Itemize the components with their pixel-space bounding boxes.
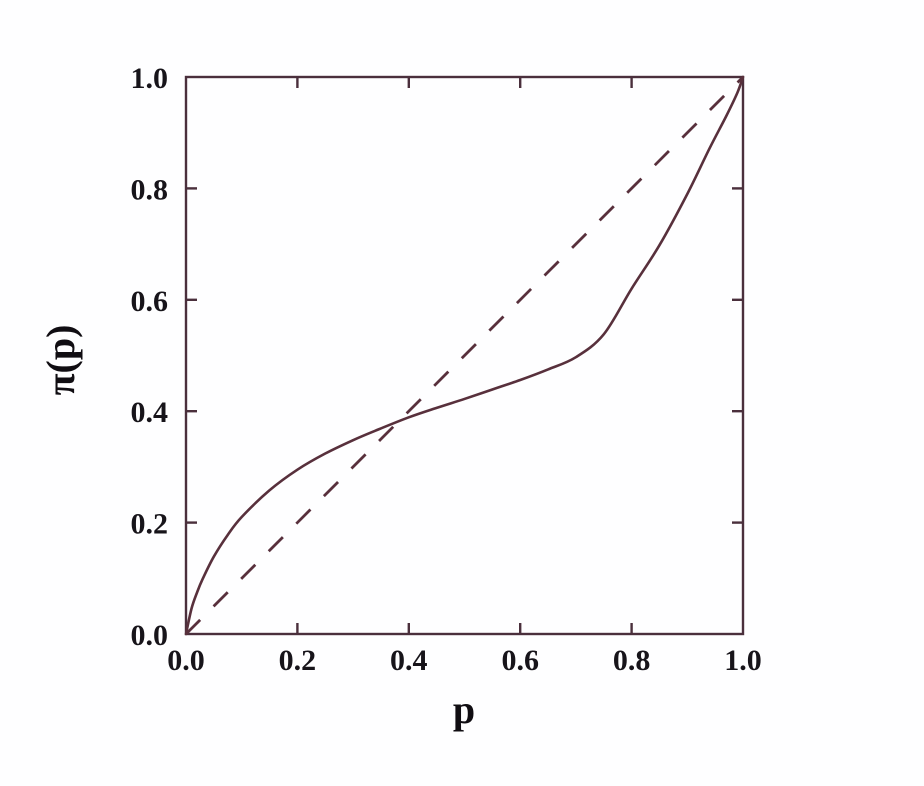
y-axis-title: π(p) xyxy=(38,325,83,396)
y-tick-label: 0.6 xyxy=(131,285,169,318)
y-tick-label: 1.0 xyxy=(131,62,169,95)
x-axis-ticks xyxy=(296,77,633,634)
x-tick-label: 1.0 xyxy=(724,644,762,677)
y-tick-label: 0.4 xyxy=(131,396,169,429)
x-tick-label: 0.6 xyxy=(501,644,539,677)
x-tick-label: 0.0 xyxy=(167,644,205,677)
y-tick-label: 0.2 xyxy=(131,508,169,541)
x-axis-tick-labels: 0.0 0.2 0.4 0.6 0.8 1.0 xyxy=(167,644,762,677)
y-axis-tick-labels: 0.0 0.2 0.4 0.6 0.8 1.0 xyxy=(131,62,169,652)
identity-diagonal-line xyxy=(185,76,744,635)
y-tick-label: 0.0 xyxy=(131,619,169,652)
y-tick-label: 0.8 xyxy=(131,173,169,206)
x-tick-label: 0.4 xyxy=(390,644,428,677)
x-axis-title: p xyxy=(453,687,475,732)
y-axis-ticks xyxy=(186,187,743,524)
x-tick-label: 0.2 xyxy=(279,644,317,677)
probability-weighting-curve xyxy=(184,75,745,636)
x-tick-label: 0.8 xyxy=(613,644,651,677)
plot-frame xyxy=(184,75,745,636)
